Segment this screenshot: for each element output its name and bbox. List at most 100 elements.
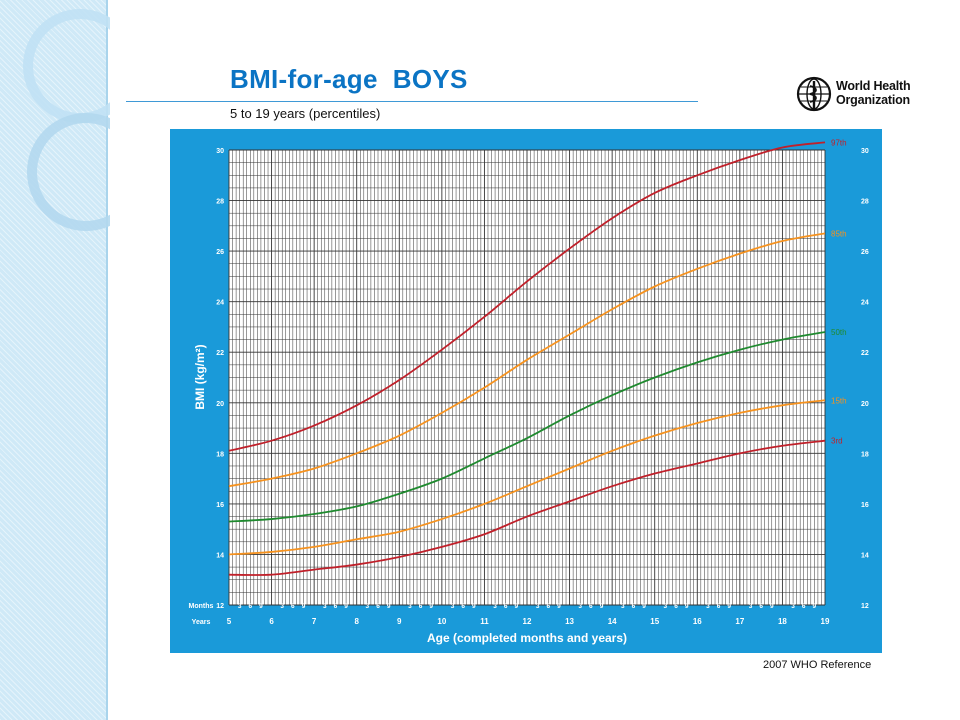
y-tick-right: 14 bbox=[861, 552, 869, 559]
years-row-label: Years bbox=[192, 619, 211, 626]
year-tick-label: 14 bbox=[608, 617, 617, 626]
year-tick-label: 12 bbox=[523, 617, 532, 626]
month-tick-label: 3 bbox=[408, 603, 412, 610]
month-tick-label: 9 bbox=[344, 603, 348, 610]
month-tick-label: 9 bbox=[813, 603, 817, 610]
y-tick-right: 26 bbox=[861, 249, 869, 256]
y-tick-labels-left: 12 14 16 18 20 22 24 26 28 30 bbox=[216, 148, 224, 610]
year-tick-label: 6 bbox=[269, 617, 274, 626]
y-axis-label: BMI (kg/m²) bbox=[193, 344, 207, 409]
year-tick-label: 16 bbox=[693, 617, 702, 626]
percentile-curves bbox=[228, 141, 826, 576]
month-tick-label: 6 bbox=[717, 603, 721, 610]
month-tick-label: 3 bbox=[493, 603, 497, 610]
month-tick-label: 6 bbox=[759, 603, 763, 610]
month-tick-label: 9 bbox=[642, 603, 646, 610]
y-tick-left: 14 bbox=[216, 552, 224, 559]
month-tick-label: 6 bbox=[248, 603, 252, 610]
y-tick-left: 24 bbox=[216, 300, 224, 307]
year-tick-label: 17 bbox=[735, 617, 744, 626]
year-tick-label: 18 bbox=[778, 617, 787, 626]
curve-85th bbox=[228, 232, 826, 488]
month-tick-label: 6 bbox=[291, 603, 295, 610]
decorative-rings bbox=[23, 9, 110, 231]
months-row-label: Months bbox=[189, 603, 214, 610]
year-tick-label: 7 bbox=[312, 617, 317, 626]
label-3rd: 3rd bbox=[831, 437, 843, 446]
y-tick-left: 26 bbox=[216, 249, 224, 256]
month-tick-label: 6 bbox=[419, 603, 423, 610]
y-tick-right: 12 bbox=[861, 603, 869, 610]
month-tick-label: 3 bbox=[451, 603, 455, 610]
y-tick-right: 16 bbox=[861, 502, 869, 509]
year-tick-label: 19 bbox=[821, 617, 830, 626]
month-tick-label: 3 bbox=[536, 603, 540, 610]
page-title: BMI-for-age BOYS bbox=[230, 64, 468, 94]
month-tick-label: 9 bbox=[685, 603, 689, 610]
month-tick-label: 3 bbox=[366, 603, 370, 610]
who-emblem-icon bbox=[796, 76, 832, 112]
year-tick-labels: 5 6 7 8 9 10 11 12 13 14 15 16 17 18 19 bbox=[227, 617, 830, 626]
month-tick-label: 6 bbox=[802, 603, 806, 610]
month-tick-label: 6 bbox=[632, 603, 636, 610]
y-tick-right: 18 bbox=[861, 451, 869, 458]
y-tick-left: 28 bbox=[216, 199, 224, 206]
org-line-1: World Health bbox=[836, 79, 911, 93]
month-tick-label: 3 bbox=[706, 603, 710, 610]
page-subtitle: 5 to 19 years (percentiles) bbox=[230, 106, 381, 121]
year-tick-label: 11 bbox=[480, 617, 489, 626]
curve-50th bbox=[228, 331, 826, 523]
y-tick-right: 30 bbox=[861, 148, 869, 155]
y-tick-left: 30 bbox=[216, 148, 224, 155]
month-tick-label: 6 bbox=[674, 603, 678, 610]
month-tick-label: 9 bbox=[770, 603, 774, 610]
y-tick-left: 20 bbox=[216, 401, 224, 408]
month-tick-label: 3 bbox=[664, 603, 668, 610]
month-tick-label: 3 bbox=[238, 603, 242, 610]
label-97th: 97th bbox=[831, 138, 847, 147]
year-tick-label: 15 bbox=[650, 617, 659, 626]
bmi-for-age-chart: 97th 85th 50th 15th 3rd 12 14 16 18 20 22 24 26 28 30… bbox=[170, 129, 882, 653]
month-tick-label: 6 bbox=[376, 603, 380, 610]
y-tick-labels-right: 12 14 16 18 20 22 24 26 28 30 bbox=[861, 148, 869, 610]
label-85th: 85th bbox=[831, 229, 847, 238]
month-tick-label: 6 bbox=[504, 603, 508, 610]
month-tick-label: 9 bbox=[515, 603, 519, 610]
curve-97th bbox=[228, 141, 826, 452]
reference-note: 2007 WHO Reference bbox=[763, 659, 872, 671]
month-tick-label: 9 bbox=[472, 603, 476, 610]
label-50th: 50th bbox=[831, 328, 847, 337]
who-organization-name: World Health Organization bbox=[836, 79, 911, 107]
month-tick-label: 9 bbox=[259, 603, 263, 610]
month-tick-label: 9 bbox=[727, 603, 731, 610]
month-tick-label: 3 bbox=[578, 603, 582, 610]
grid-lines bbox=[228, 149, 826, 606]
org-line-2: Organization bbox=[836, 93, 910, 107]
month-tick-label: 6 bbox=[546, 603, 550, 610]
y-tick-right: 28 bbox=[861, 199, 869, 206]
year-tick-label: 5 bbox=[227, 617, 232, 626]
year-tick-label: 9 bbox=[397, 617, 402, 626]
month-tick-label: 9 bbox=[557, 603, 561, 610]
y-tick-right: 22 bbox=[861, 350, 869, 357]
month-tick-label: 3 bbox=[749, 603, 753, 610]
month-tick-label: 3 bbox=[621, 603, 625, 610]
month-tick-label: 6 bbox=[334, 603, 338, 610]
title-divider bbox=[126, 101, 698, 102]
month-tick-label: 3 bbox=[791, 603, 795, 610]
y-tick-left: 16 bbox=[216, 502, 224, 509]
y-tick-right: 24 bbox=[861, 300, 869, 307]
month-tick-label: 6 bbox=[589, 603, 593, 610]
label-15th: 15th bbox=[831, 396, 847, 405]
month-tick-label: 3 bbox=[323, 603, 327, 610]
year-tick-label: 10 bbox=[437, 617, 446, 626]
curve-3rd bbox=[228, 439, 826, 576]
y-tick-left: 22 bbox=[216, 350, 224, 357]
y-tick-right: 20 bbox=[861, 401, 869, 408]
y-tick-left: 12 bbox=[216, 603, 224, 610]
month-tick-label: 3 bbox=[280, 603, 284, 610]
x-axis-label: Age (completed months and years) bbox=[427, 631, 627, 645]
y-tick-left: 18 bbox=[216, 451, 224, 458]
month-tick-label: 6 bbox=[461, 603, 465, 610]
